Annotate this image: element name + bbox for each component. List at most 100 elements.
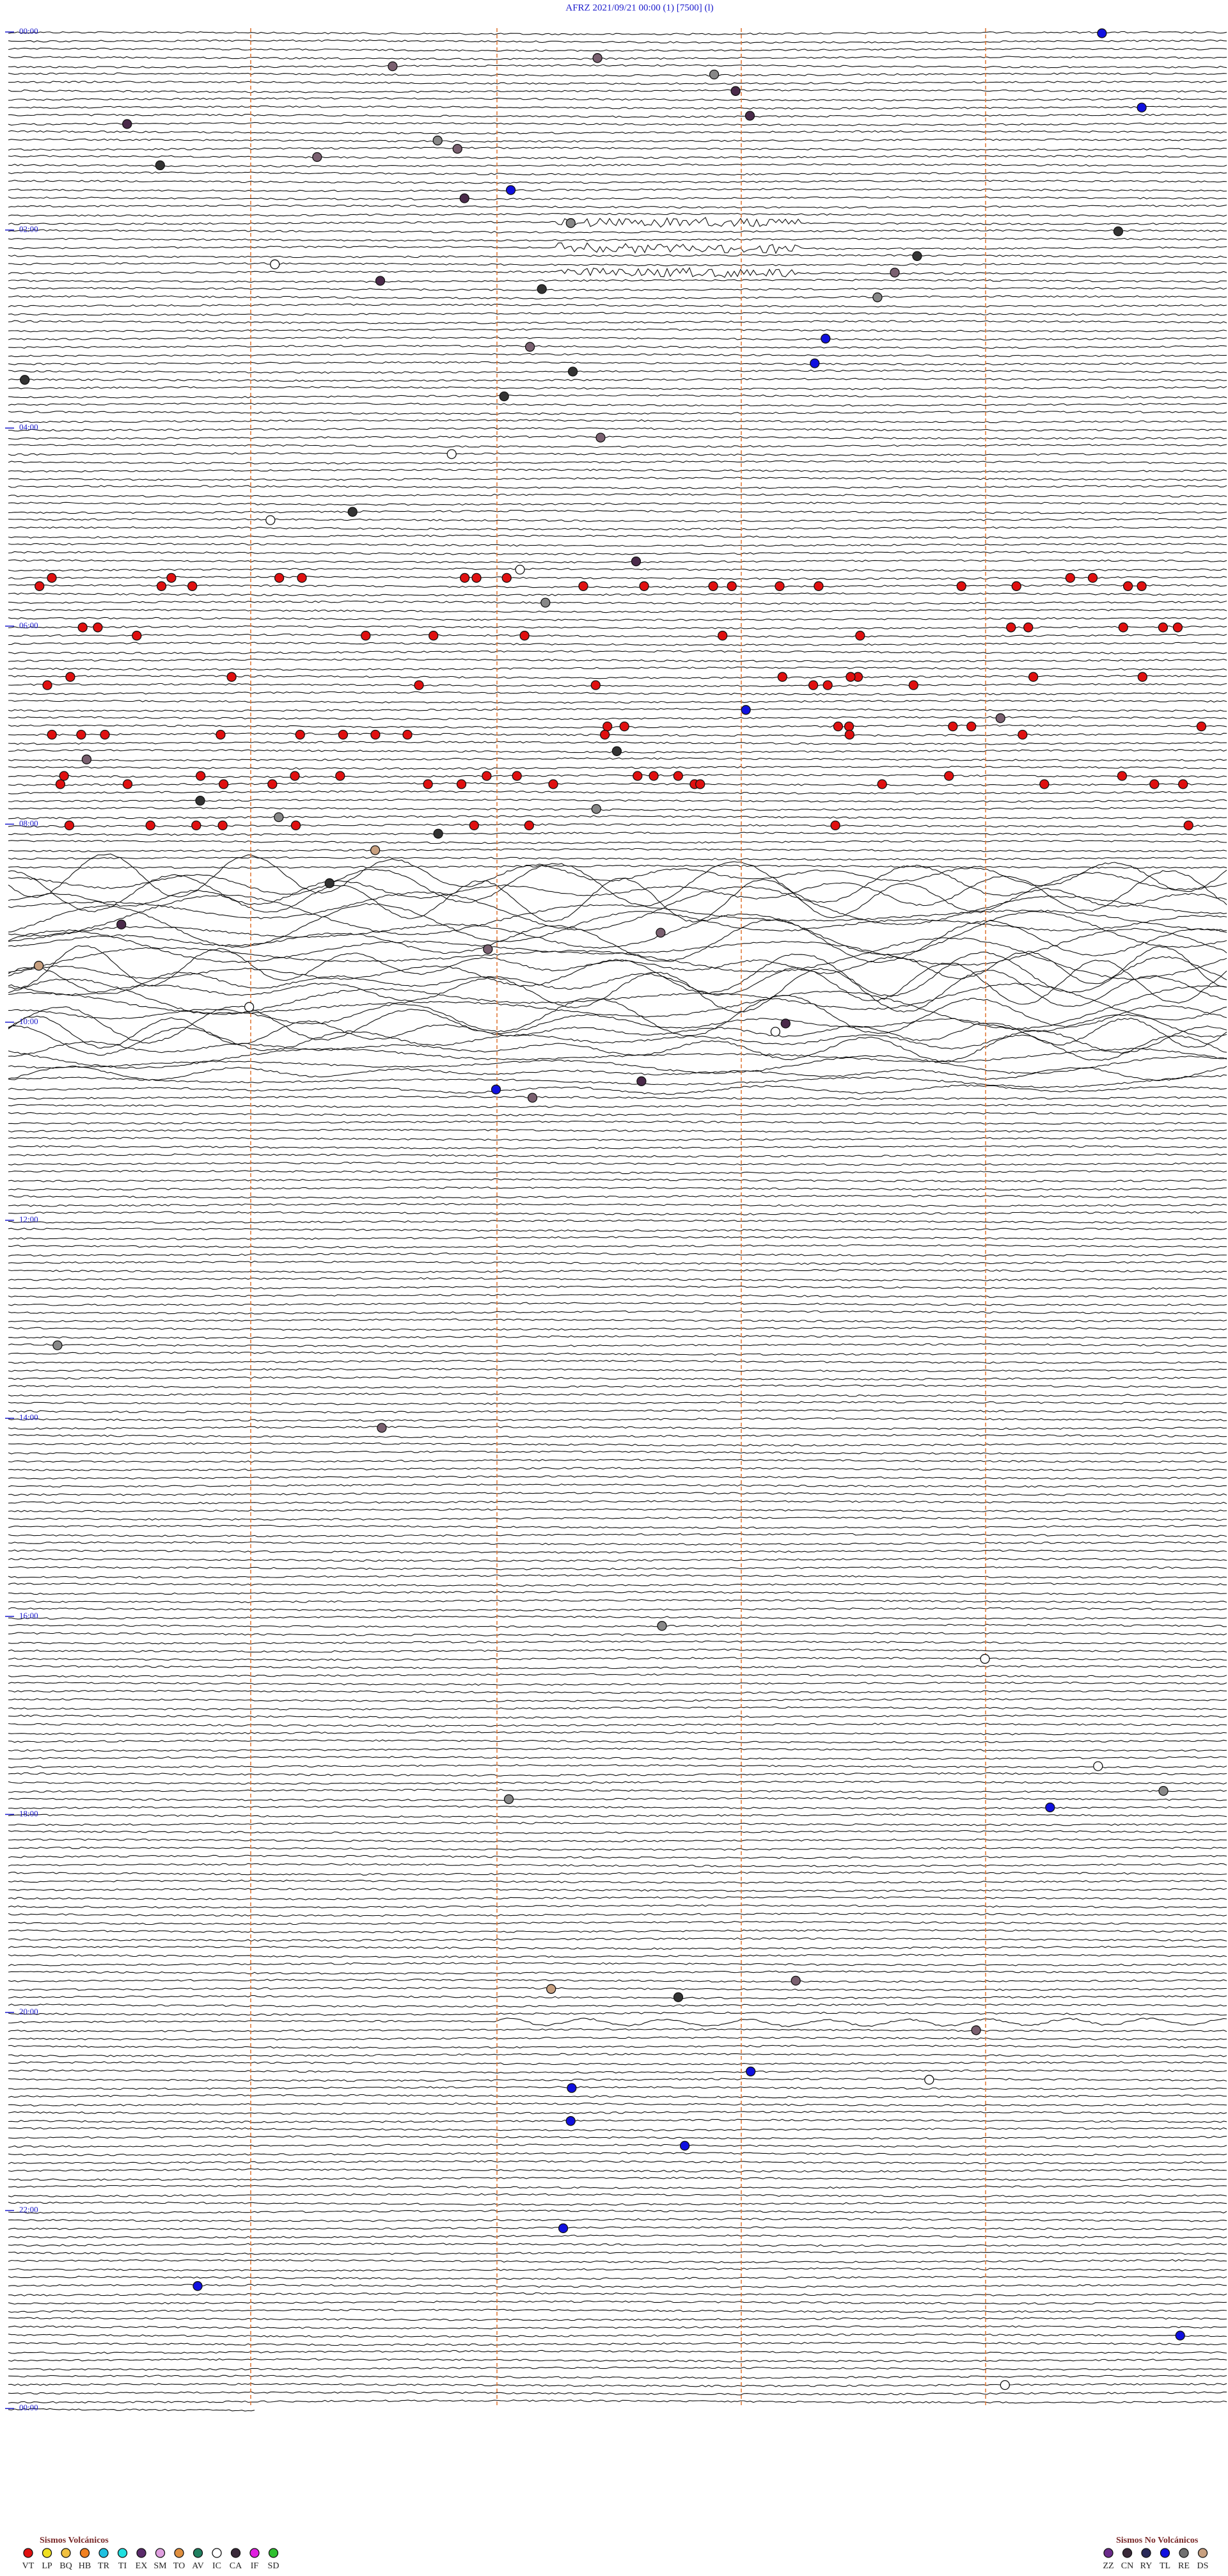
trace — [8, 600, 1227, 605]
trace — [8, 840, 1227, 844]
trace — [8, 146, 1227, 151]
trace — [8, 1714, 1227, 1719]
trace — [8, 807, 1227, 811]
trace — [8, 1739, 1227, 1744]
trace — [8, 2209, 1227, 2214]
legend-marker — [1179, 2548, 1189, 2558]
trace — [8, 1789, 1227, 1793]
trace — [8, 1723, 1227, 1727]
event-marker — [217, 820, 228, 831]
trace — [8, 2341, 1227, 2346]
event-marker — [1023, 622, 1034, 633]
event-marker — [469, 820, 479, 831]
event-marker — [1087, 573, 1098, 583]
event-marker — [1045, 1802, 1055, 1813]
event-marker — [649, 771, 659, 781]
trace — [8, 1236, 1227, 1240]
trace — [8, 1979, 1227, 1983]
trace — [8, 985, 1227, 1030]
event-marker — [1172, 622, 1183, 633]
event-marker — [503, 1794, 514, 1805]
event-marker — [602, 721, 613, 732]
event-marker — [744, 111, 755, 121]
event-marker — [290, 820, 301, 831]
legend-marker — [23, 2548, 33, 2558]
trace — [8, 171, 1227, 176]
event-marker — [81, 754, 92, 764]
trace — [8, 1995, 1227, 2000]
event-marker — [491, 1084, 501, 1094]
trace — [8, 47, 1227, 52]
trace — [8, 1583, 1227, 1587]
trace — [8, 254, 1227, 258]
trace — [8, 724, 1227, 729]
event-marker — [631, 556, 642, 567]
trace — [8, 2259, 1227, 2264]
event-marker — [775, 581, 785, 591]
trace — [8, 1854, 1227, 1860]
event-marker — [1011, 581, 1021, 591]
trace — [8, 551, 1227, 555]
legend-marker — [1197, 2548, 1208, 2558]
trace — [8, 493, 1227, 498]
trace — [8, 1368, 1227, 1372]
trace — [8, 377, 1227, 382]
trace — [8, 72, 1227, 77]
event-marker — [423, 779, 433, 789]
event-marker — [191, 820, 201, 831]
trace — [8, 1755, 1227, 1760]
legend-label: CN — [1121, 2561, 1133, 2571]
trace — [8, 1524, 1227, 1529]
legend-marker — [79, 2548, 90, 2558]
trace — [8, 625, 1227, 630]
trace — [8, 460, 1227, 464]
trace — [8, 452, 1227, 456]
trace — [8, 361, 1227, 366]
trace — [8, 945, 1227, 990]
trace — [8, 1558, 1227, 1562]
events — [20, 28, 1207, 2390]
legend-label: TI — [118, 2561, 127, 2571]
event-marker — [673, 771, 683, 781]
trace — [8, 510, 1227, 514]
trace — [8, 1434, 1227, 1439]
trace — [8, 968, 1227, 1013]
trace — [8, 485, 1227, 489]
trace — [8, 328, 1227, 333]
trace — [8, 2085, 1227, 2090]
trace — [8, 1034, 1227, 1063]
trace — [8, 1813, 1227, 1818]
trace — [8, 1153, 1227, 1158]
event-marker — [512, 771, 522, 781]
event-marker — [1196, 721, 1207, 732]
time-label: 00:00 — [19, 26, 38, 36]
legend-marker — [249, 2548, 260, 2558]
trace — [8, 502, 1227, 506]
event-marker — [459, 573, 470, 583]
trace — [8, 567, 1227, 572]
event-marker — [1137, 581, 1147, 591]
legend: Sismos Volcánicos Sismos No Volcánicos V… — [22, 2536, 1209, 2571]
event-marker — [746, 2066, 756, 2076]
legend-marker — [42, 2548, 52, 2558]
trace — [8, 2110, 1227, 2115]
trace — [8, 1285, 1227, 1290]
trace — [8, 919, 1227, 963]
event-marker — [459, 193, 469, 203]
event-marker — [122, 779, 133, 789]
minute-lines — [250, 28, 986, 2405]
event-marker — [370, 729, 381, 740]
trace — [8, 518, 1227, 523]
legend-marker — [98, 2548, 109, 2558]
legend-label: IC — [212, 2561, 221, 2571]
event-marker — [432, 136, 443, 146]
trace — [8, 1084, 1227, 1095]
event-marker — [1137, 102, 1147, 113]
trace — [8, 960, 1227, 1005]
event-marker — [995, 713, 1005, 723]
trace — [8, 2193, 1227, 2197]
trace — [8, 1006, 1227, 1044]
trace — [8, 1384, 1227, 1389]
event-marker — [52, 1340, 63, 1350]
